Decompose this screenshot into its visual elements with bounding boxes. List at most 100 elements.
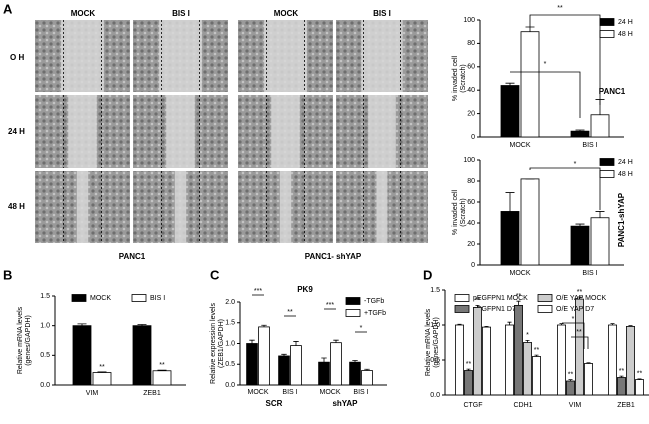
error-bar [534,354,539,357]
legend-swatch [599,30,615,38]
significance-bracket [571,336,589,349]
x-tick-label: BIS I [353,389,368,396]
significance-bracket [529,167,601,210]
x-tick-label: BIS I [582,270,597,277]
bar [626,325,635,396]
significance-mark: *** [254,288,262,295]
y-axis-label: (genes/GAPDH) [25,315,32,366]
legend-label: +TGFb [364,310,386,317]
legend-label: O/E YAP MOCK [556,295,607,302]
y-tick-label: 100 [463,17,475,24]
legend-label: O/E YAP D7 [556,306,594,313]
legend-swatch [599,158,615,166]
error-bar [466,368,471,371]
bar [258,326,270,386]
y-tick-label: 2.0 [225,299,235,306]
bar [361,370,373,386]
significance-mark: ** [516,293,522,300]
y-axis-label: (ZEB1/GAPDH) [218,319,225,368]
panel-label: B [3,267,12,282]
significance-mark: ** [99,364,105,371]
y-tick-label: 20 [467,241,475,248]
bar [482,326,491,396]
error-bar [610,323,615,325]
scratch-area [361,20,403,92]
chart-title: PK9 [297,285,313,294]
legend-swatch [454,294,470,302]
significance-mark: ** [475,297,481,304]
error-bar [281,353,287,356]
x-tick-label: BIS I [282,389,297,396]
y-axis-label: Relative mRNA levels [425,308,432,376]
row-label: 48 H [8,202,25,211]
panel-label: D [423,267,432,282]
error-bar [559,323,564,325]
side-title: PANC1 [599,87,626,96]
error-bar [475,305,480,308]
bar [92,372,112,386]
y-tick-label: 1.0 [40,323,50,330]
y-tick-label: 0.0 [430,392,440,399]
bar [505,324,514,396]
error-bar [157,369,167,371]
error-bar [97,371,107,373]
bar [617,377,626,396]
y-tick-label: 80 [467,40,475,47]
x-tick-label: MOCK [248,389,269,396]
error-bar [628,325,633,327]
bar [590,217,610,266]
bar [514,304,523,396]
legend-label: MOCK [90,295,111,302]
scratch-area [174,171,187,243]
error-bar [525,26,535,32]
row-label: O H [10,53,24,62]
x-tick-label: ZEB1 [617,402,635,409]
x-tick-label: ZEB1 [143,390,161,397]
legend-label: pEGFPN1 MOCK [473,295,528,302]
y-tick-label: 0 [471,134,475,141]
scratch-area [368,95,396,168]
bar [575,298,584,396]
y-tick-label: 1.5 [225,320,235,327]
error-bar [137,324,147,326]
legend-label: 24 H [618,19,633,26]
error-bar [457,323,462,325]
error-bar [261,324,267,327]
significance-mark: ** [534,347,540,354]
significance-mark: ** [287,309,293,316]
panel-label: C [210,267,220,282]
scratch-area [279,171,292,243]
error-bar [249,339,255,344]
y-tick-label: 60 [467,199,475,206]
y-tick-label: 40 [467,87,475,94]
error-bar [507,321,512,325]
bar [520,31,540,138]
error-bar [77,323,87,326]
legend-swatch [599,18,615,26]
error-bar [575,129,585,132]
bar [590,114,610,138]
legend-label: 48 H [618,171,633,178]
legend-label: pEGFPN1 D7 [473,306,516,313]
significance-mark: * [360,325,363,332]
scratch-area [68,95,97,168]
significance-mark: ** [619,368,625,375]
bar [557,324,566,396]
error-bar [516,300,521,306]
scratch-area [159,20,202,92]
significance-bracket [562,322,585,349]
scratch-area [76,171,89,243]
y-tick-label: 100 [463,157,475,164]
x-tick-label: MOCK [320,389,341,396]
bar [152,370,172,386]
bar [500,211,520,266]
error-bar [568,379,573,381]
legend-swatch [345,297,361,305]
error-bar [637,378,642,380]
x-tick-label: CTGF [463,402,482,409]
bar [464,370,473,396]
y-axis-label: Relative mRNA levels [17,306,24,374]
y-tick-label: 60 [467,64,475,71]
error-bar [525,340,530,343]
significance-mark: * [526,332,529,339]
